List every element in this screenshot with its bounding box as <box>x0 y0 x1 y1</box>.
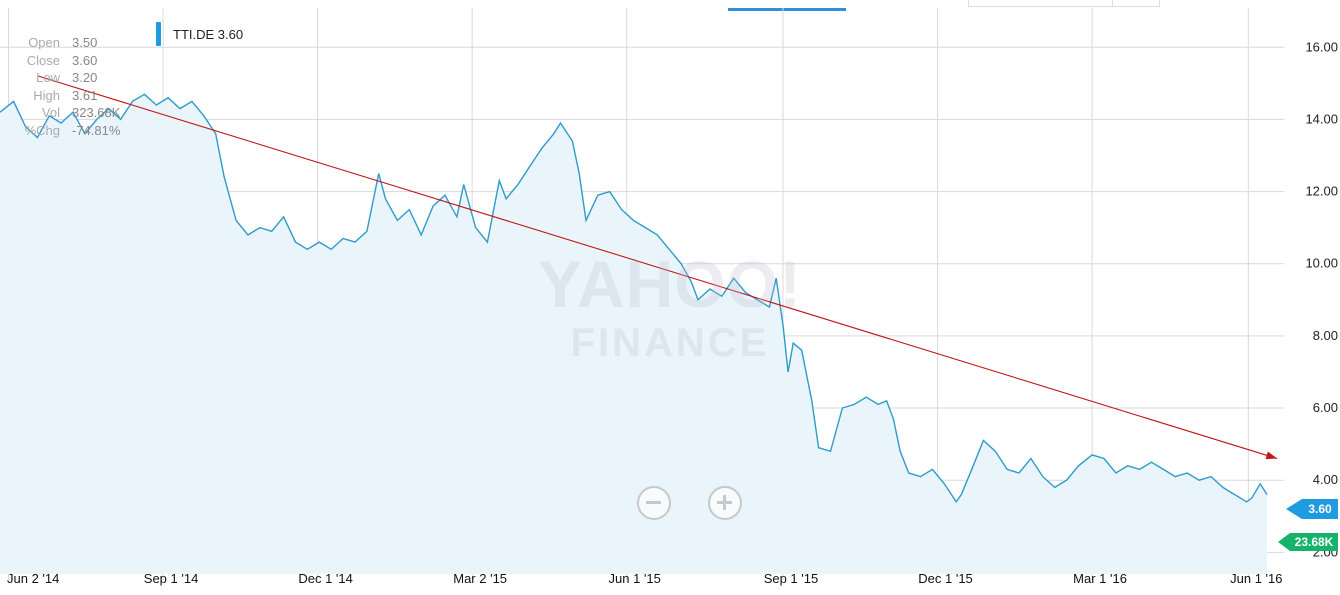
y-tick-label: 6.00 <box>1313 400 1338 415</box>
current-volume-tag: 23.68K <box>1290 533 1338 551</box>
stat-high: High 3.61 <box>33 87 98 103</box>
stat-volume: Vol 323.68K <box>41 105 121 120</box>
x-tick-label: Jun 2 '14 <box>7 571 59 586</box>
stat-open: Open 3.50 <box>28 35 98 50</box>
x-tick-label: Dec 1 '15 <box>918 571 973 586</box>
x-tick-label: Dec 1 '14 <box>298 571 353 586</box>
zoom-in-button[interactable] <box>708 486 742 520</box>
series-legend[interactable]: TTI.DE 3.60 <box>156 22 243 46</box>
x-tick-label: Mar 1 '16 <box>1073 571 1127 586</box>
legend-swatch <box>156 22 161 46</box>
x-tick-label: Sep 1 '14 <box>144 571 199 586</box>
top-tab-indicator <box>728 8 846 11</box>
y-tick-label: 14.00 <box>1305 111 1338 126</box>
x-tick-label: Jun 1 '16 <box>1230 571 1282 586</box>
y-tick-label: 10.00 <box>1305 256 1338 271</box>
trendline-arrowhead-icon <box>1265 451 1278 460</box>
y-tick-label: 8.00 <box>1313 328 1338 343</box>
current-price-tag: 3.60 <box>1302 499 1338 519</box>
x-tick-label: Sep 1 '15 <box>764 571 819 586</box>
stat-close: Close 3.60 <box>26 52 98 68</box>
trendline <box>38 75 1278 460</box>
trendline-group <box>38 75 1278 460</box>
y-tick-label: 4.00 <box>1313 472 1338 487</box>
price-area-fill <box>0 94 1267 574</box>
stat-low: Low 3.20 <box>36 70 98 85</box>
top-toolbar-edge <box>968 0 1160 7</box>
y-tick-label: 16.00 <box>1305 39 1338 54</box>
stat-percent-change: %Chg -74.81% <box>24 122 121 138</box>
x-tick-label: Jun 1 '15 <box>609 571 661 586</box>
price-tag-pointer <box>1286 499 1302 519</box>
minus-circle-icon <box>646 501 661 504</box>
zoom-out-button[interactable] <box>637 486 671 520</box>
volume-tag-pointer <box>1278 533 1290 551</box>
x-tick-label: Mar 2 '15 <box>453 571 507 586</box>
x-axis-ticks: Jun 2 '14 Sep 1 '14 Dec 1 '14 Mar 2 '15 Jun … <box>7 571 1283 586</box>
ohlc-stats-panel: Open 3.50 Close 3.60 Low 3.20 High 3.61 Vol 3… <box>14 34 121 139</box>
price-line[interactable] <box>0 93 1268 504</box>
y-tick-label: 12.00 <box>1305 184 1338 199</box>
legend-label: TTI.DE 3.60 <box>173 26 244 42</box>
